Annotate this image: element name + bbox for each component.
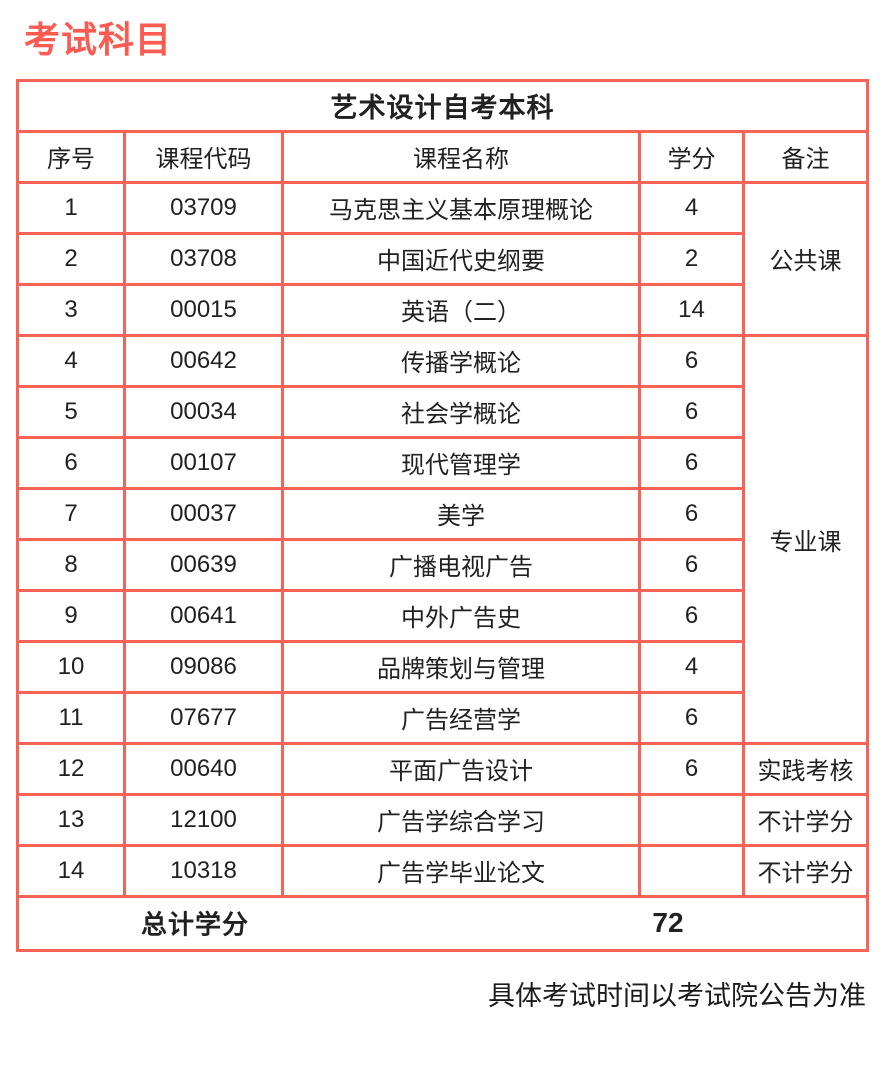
table-row: 6 00107 现代管理学 6 [16,435,868,490]
cell-name: 平面广告设计 [281,741,641,796]
cell-name: 中国近代史纲要 [281,231,641,286]
table-row: 12 00640 平面广告设计 6 实践考核 [16,741,870,796]
total-wrap: 总计学分 72 [21,899,865,947]
table-row: 9 00641 中外广告史 6 [16,588,868,643]
total-row: 总计学分 72 [15,894,870,952]
cell-credits: 6 [638,690,745,745]
cell-no: 9 [16,588,126,643]
header-no: 序号 [16,129,126,184]
cell-credits [638,843,745,898]
cell-credits: 6 [638,537,745,592]
cell-name: 广告学毕业论文 [281,843,641,898]
cell-name: 英语（二） [281,282,641,337]
cell-no: 6 [16,435,126,490]
header-code: 课程代码 [123,129,284,184]
header-name: 课程名称 [281,129,641,184]
table-row: 2 03708 中国近代史纲要 2 [16,231,868,286]
cell-name: 广告经营学 [281,690,641,745]
table-row: 3 00015 英语（二） 14 [16,282,868,337]
page-title: 考试科目 [24,19,173,60]
cell-code: 00639 [123,537,284,592]
cell-credits: 6 [638,741,745,796]
cell-name: 中外广告史 [281,588,641,643]
table-row: 13 12100 广告学综合学习 不计学分 [16,792,870,847]
table-row: 10 09086 品牌策划与管理 4 [16,639,868,694]
cell-name: 美学 [281,486,641,541]
cell-code: 00034 [123,384,284,439]
cell-code: 00015 [123,282,284,337]
cell-no: 5 [16,384,126,439]
cell-name: 品牌策划与管理 [281,639,641,694]
cell-name: 现代管理学 [281,435,641,490]
header-remark: 备注 [741,129,870,184]
cell-credits: 6 [638,588,745,643]
cell-no: 3 [16,282,126,337]
cell-remark-group: 公共课 [741,180,870,337]
table-title: 艺术设计自考本科 [15,78,870,133]
cell-no: 13 [16,792,126,847]
cell-code: 00107 [123,435,284,490]
cell-code: 03708 [123,231,284,286]
table-row: 8 00639 广播电视广告 6 [16,537,868,592]
cell-code: 03709 [123,180,284,235]
cell-no: 10 [16,639,126,694]
cell-name: 广播电视广告 [281,537,641,592]
cell-code: 00037 [123,486,284,541]
cell-code: 09086 [123,639,284,694]
cell-credits: 4 [638,180,745,235]
cell-name: 广告学综合学习 [281,792,641,847]
footer-note: 具体考试时间以考试院公告为准 [488,980,866,1011]
cell-code: 00640 [123,741,284,796]
cell-no: 11 [16,690,126,745]
cell-name: 传播学概论 [281,333,641,388]
cell-no: 8 [16,537,126,592]
cell-remark: 不计学分 [741,843,870,898]
cell-remark: 实践考核 [741,741,870,796]
table-row: 14 10318 广告学毕业论文 不计学分 [16,843,870,898]
course-table-body: 1 03709 马克思主义基本原理概论 4 公共课 2 03708 中国近代史纲要 2 3 0001… [16,180,870,898]
table-row: 4 00642 传播学概论 6 专业课 [16,333,870,745]
cell-credits: 6 [638,435,745,490]
cell-remark: 不计学分 [741,792,870,847]
header-credits: 学分 [638,129,745,184]
cell-name: 社会学概论 [281,384,641,439]
cell-credits: 2 [638,231,745,286]
cell-no: 4 [16,333,126,388]
table-title-row: 艺术设计自考本科 [15,78,870,133]
total-label: 总计学分 [140,909,250,940]
cell-credits: 6 [638,486,745,541]
total-value: 72 [652,907,684,939]
cell-credits [638,792,745,847]
cell-remark-group: 专业课 [741,333,870,745]
cell-no: 2 [16,231,126,286]
table-row: 11 07677 广告经营学 6 [16,690,868,745]
cell-no: 12 [16,741,126,796]
cell-code: 00642 [123,333,284,388]
cell-code: 07677 [123,690,284,745]
cell-no: 1 [16,180,126,235]
cell-name: 马克思主义基本原理概论 [281,180,641,235]
table-row: 1 03709 马克思主义基本原理概论 4 公共课 [16,180,870,337]
cell-credits: 4 [638,639,745,694]
table-row: 5 00034 社会学概论 6 [16,384,868,439]
course-table: 艺术设计自考本科 序号 课程代码 课程名称 学分 备注 1 03709 马克思主义基… [15,78,870,952]
table-row: 7 00037 美学 6 [16,486,868,541]
cell-credits: 6 [638,333,745,388]
total-cell: 总计学分 72 [15,894,870,952]
cell-code: 12100 [123,792,284,847]
cell-credits: 6 [638,384,745,439]
cell-no: 14 [16,843,126,898]
cell-no: 7 [16,486,126,541]
cell-credits: 14 [638,282,745,337]
cell-code: 00641 [123,588,284,643]
cell-code: 10318 [123,843,284,898]
table-header-row: 序号 课程代码 课程名称 学分 备注 [16,129,870,184]
